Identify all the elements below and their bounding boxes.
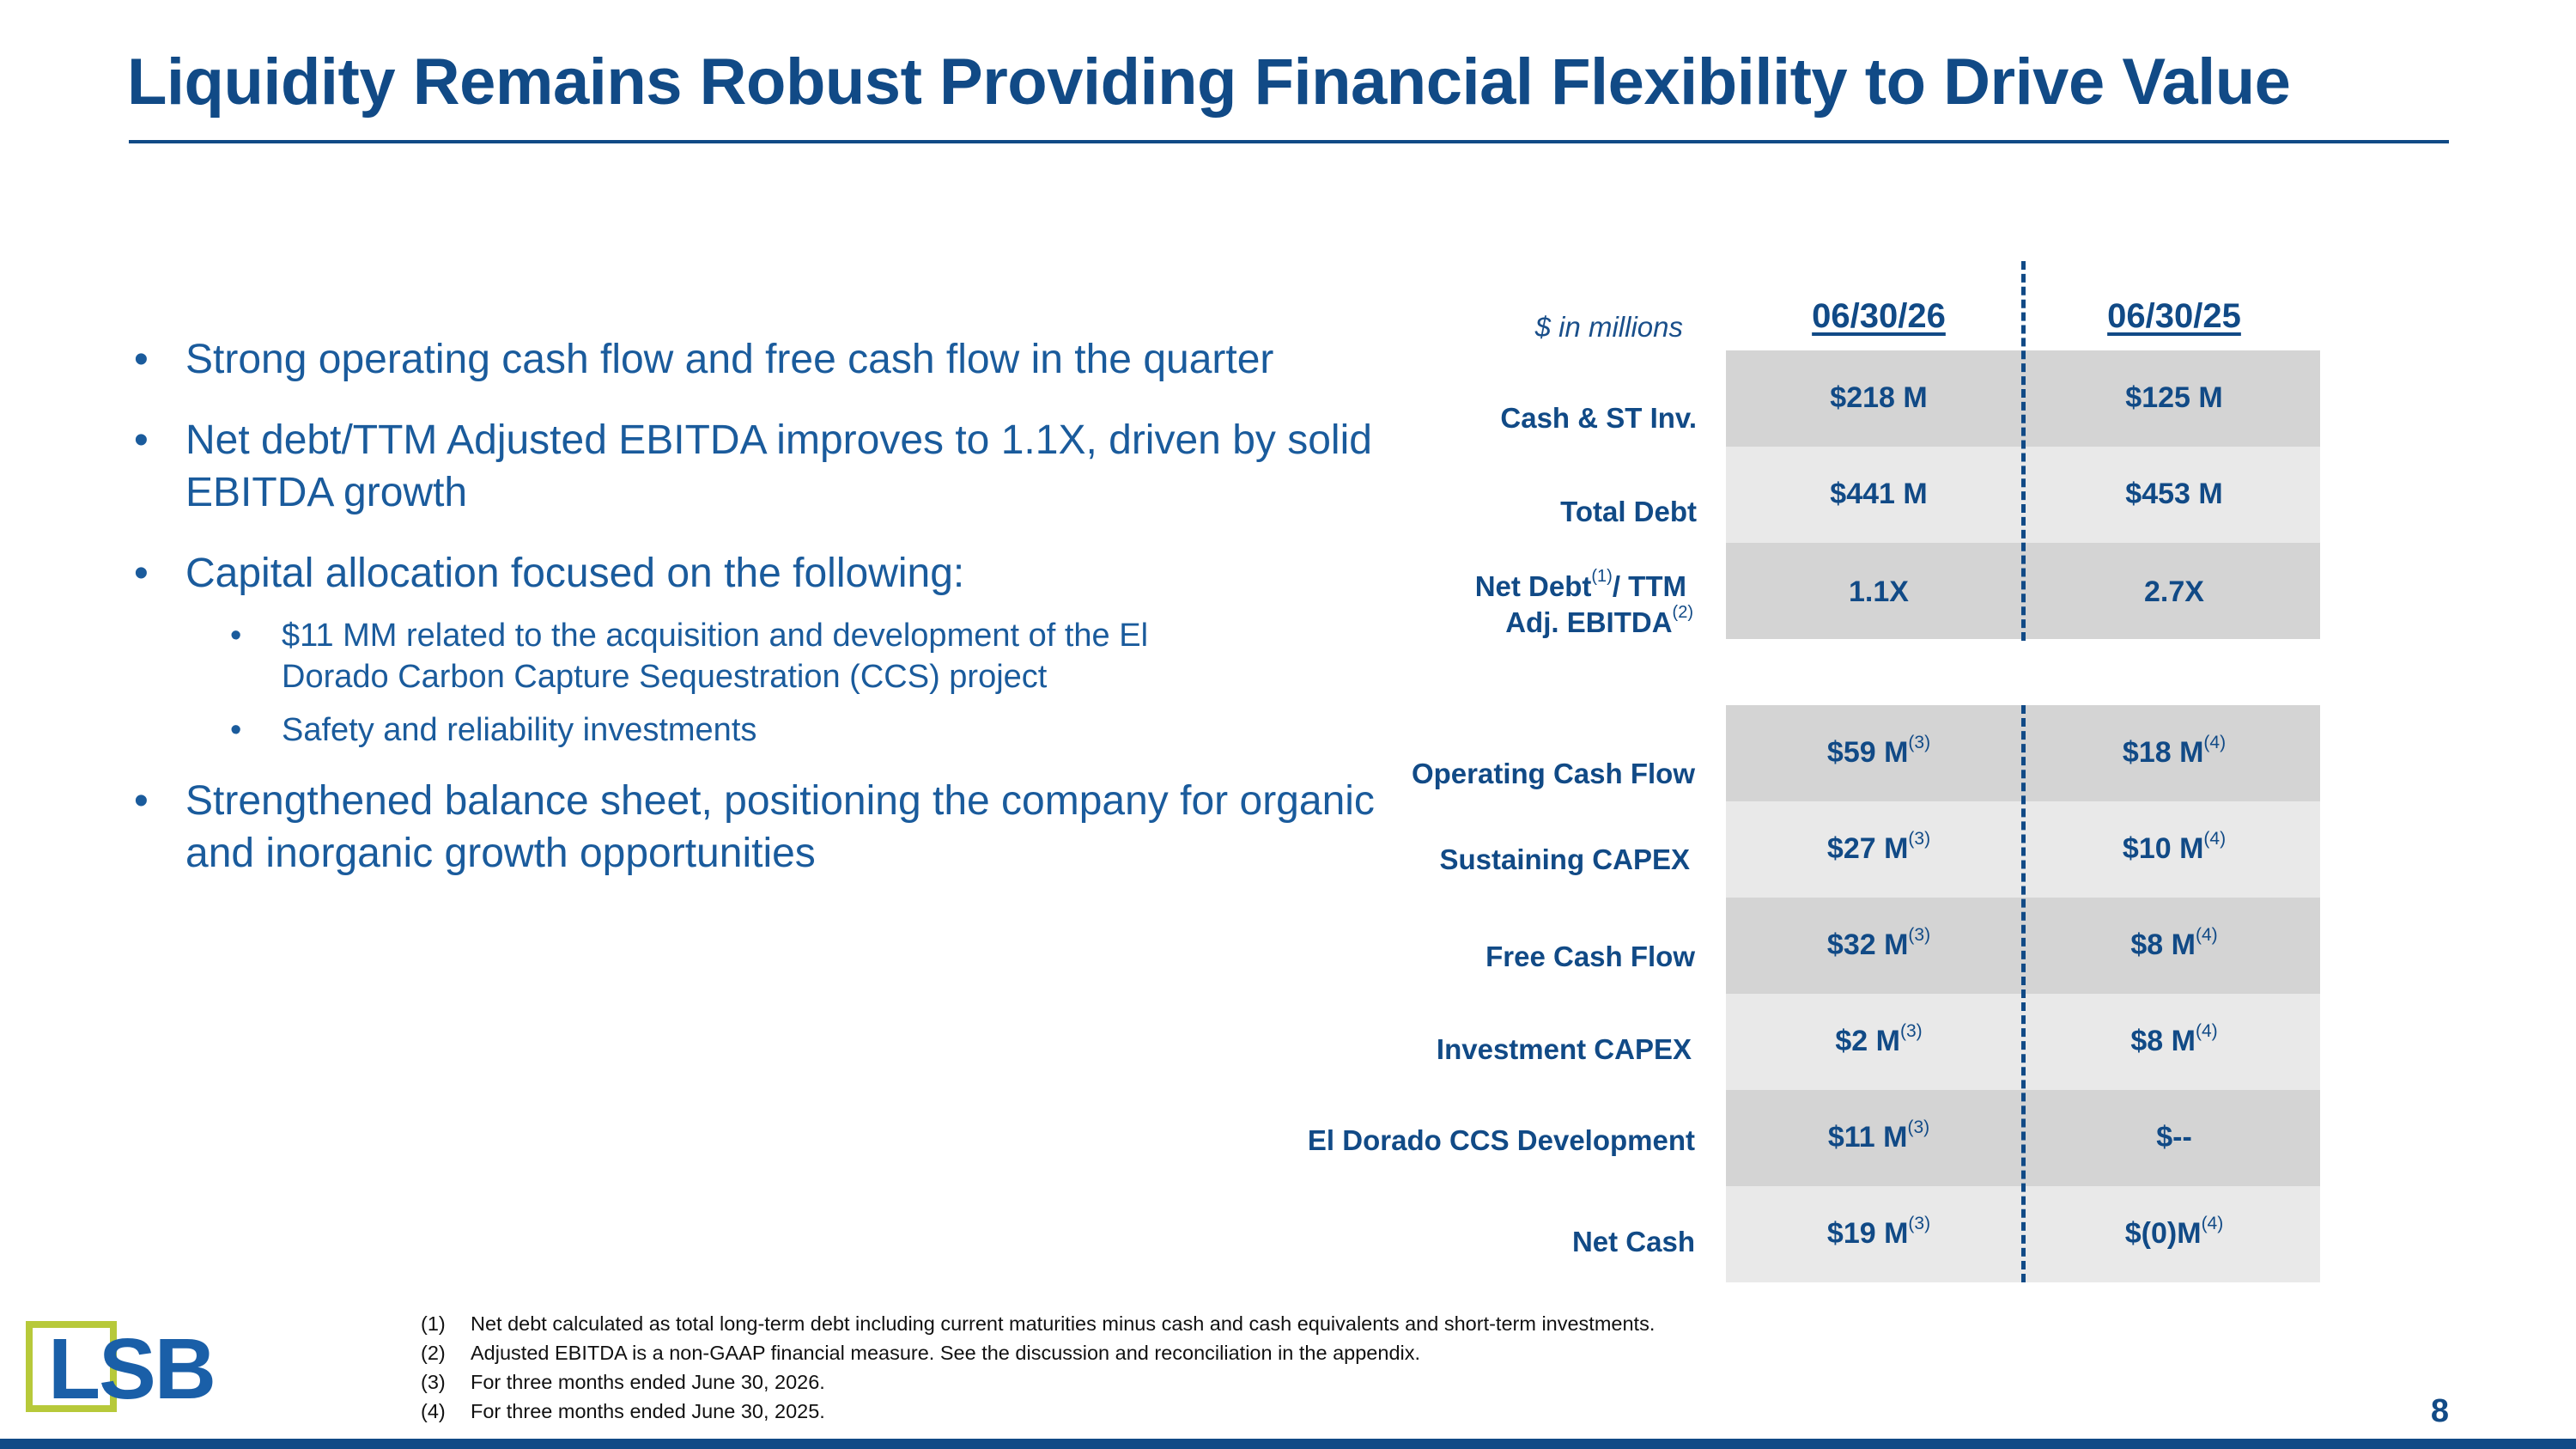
page-title: Liquidity Remains Robust Providing Finan… <box>127 46 2291 119</box>
footnote: (4) For three months ended June 30, 2025. <box>421 1400 825 1422</box>
row-label: Net Debt(1)/ TTM <box>1474 567 1686 602</box>
sub-bullet-item: Safety and reliability investments <box>129 709 1408 751</box>
row-label: Investment CAPEX <box>1436 1033 1692 1065</box>
value-2025: $10 M(4) <box>2122 829 2227 865</box>
value-2025: $8 M(4) <box>2130 1021 2218 1057</box>
value-2026: $59 M(3) <box>1826 733 1931 769</box>
value-2025: $453 M <box>2125 478 2223 510</box>
footnote: (2) Adjusted EBITDA is a non-GAAP financi… <box>421 1342 1421 1364</box>
column-divider <box>2021 705 2026 1282</box>
bullet-list: Strong operating cash flow and free cash… <box>129 333 1408 908</box>
footnote: (1) Net debt calculated as total long-ter… <box>421 1312 1656 1335</box>
row-label: Cash & ST Inv. <box>1500 402 1697 434</box>
sub-bullet-item: $11 MM related to the acquisition and de… <box>129 615 1200 697</box>
row-label: Adj. EBITDA(2) <box>1505 603 1693 638</box>
value-2025: 2.7X <box>2144 575 2204 608</box>
units-label: $ in millions <box>1534 311 1683 343</box>
value-2026: 1.1X <box>1849 575 1909 608</box>
row-label: Operating Cash Flow <box>1411 758 1695 789</box>
value-2026: $218 M <box>1830 381 1928 414</box>
logo-square <box>26 1321 117 1412</box>
row-label: Total Debt <box>1560 496 1697 527</box>
lsb-logo: LSB <box>26 1318 249 1421</box>
column-divider <box>2021 261 2026 641</box>
value-2026: $11 M(3) <box>1827 1117 1930 1154</box>
footnotes: (1) Net debt calculated as total long-ter… <box>421 1309 1655 1426</box>
bullet-item: Strengthened balance sheet, positioning … <box>129 775 1422 880</box>
bullet-item: Net debt/TTM Adjusted EBITDA improves to… <box>129 414 1422 519</box>
footer-bar <box>0 1439 2576 1449</box>
row-label: Sustaining CAPEX <box>1439 843 1690 875</box>
bullet-item: Capital allocation focused on the follow… <box>129 547 1408 600</box>
row-label: Free Cash Flow <box>1485 941 1695 972</box>
column-header-2025: 06/30/25 <box>2107 297 2241 335</box>
value-2026: $19 M(3) <box>1826 1214 1931 1250</box>
value-2026: $27 M(3) <box>1826 829 1931 865</box>
value-2026: $32 M(3) <box>1826 925 1931 961</box>
bullet-item: Strong operating cash flow and free cash… <box>129 333 1408 386</box>
value-2025: $(0)M(4) <box>2124 1214 2224 1250</box>
value-2025: $18 M(4) <box>2122 733 2227 769</box>
value-2025: $125 M <box>2125 381 2223 414</box>
value-2026: $2 M(3) <box>1835 1021 1923 1057</box>
logo-text: LSB <box>48 1321 216 1417</box>
value-2026: $441 M <box>1830 478 1928 510</box>
column-header-2026: 06/30/26 <box>1812 297 1946 335</box>
row-label: El Dorado CCS Development <box>1307 1124 1695 1156</box>
row-label: Net Cash <box>1571 1226 1695 1257</box>
footnote: (3) For three months ended June 30, 2026. <box>421 1371 825 1393</box>
page-number: 8 <box>2430 1393 2449 1429</box>
value-2025: $-- <box>2156 1121 2192 1154</box>
value-2025: $8 M(4) <box>2130 925 2218 961</box>
title-divider <box>129 140 2449 143</box>
